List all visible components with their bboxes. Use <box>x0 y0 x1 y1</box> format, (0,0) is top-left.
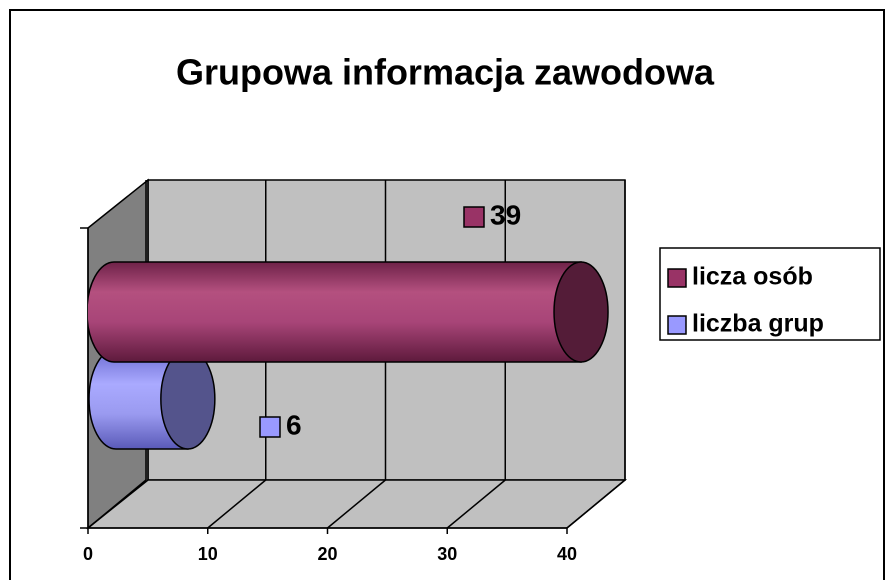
grid-line <box>327 479 386 529</box>
data-label: 39 <box>490 199 521 230</box>
x-tick-label: 30 <box>437 544 457 564</box>
data-label: 6 <box>286 409 302 440</box>
bar <box>88 261 582 363</box>
grid-line <box>446 479 506 529</box>
legend-swatch <box>667 315 687 335</box>
legend-label: licza osób <box>692 263 813 291</box>
x-tick-label: 10 <box>198 544 218 564</box>
legend <box>659 247 881 341</box>
grid-line <box>566 479 626 529</box>
bar-cap <box>160 348 216 450</box>
chart-title: Grupowa informacja zawodowa <box>176 52 715 93</box>
grid-line <box>87 479 147 529</box>
legend-label: liczba grup <box>692 310 824 338</box>
legend-swatch <box>667 268 687 288</box>
x-tick-label: 0 <box>83 544 93 564</box>
data-label-key <box>259 416 281 438</box>
bar-cap <box>553 261 609 363</box>
x-tick-label: 20 <box>317 544 337 564</box>
grid-line <box>207 479 267 529</box>
data-label-key <box>463 206 485 228</box>
x-tick-label: 40 <box>557 544 577 564</box>
